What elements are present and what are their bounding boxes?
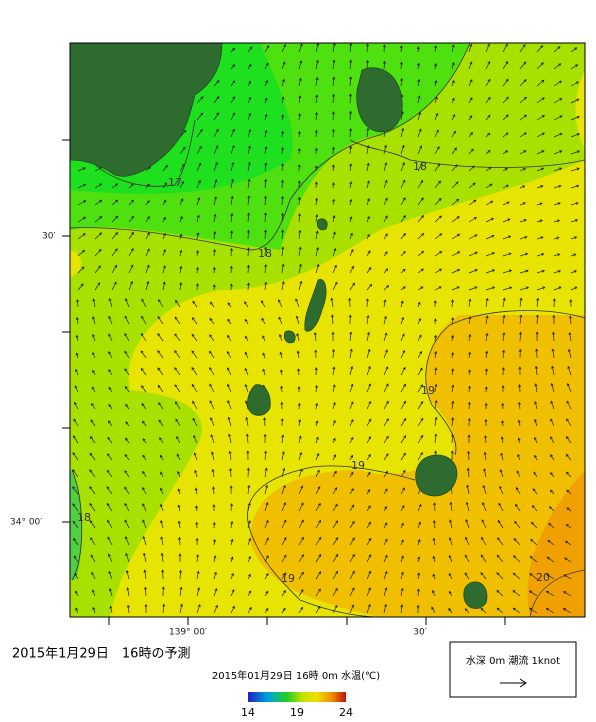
- legend-arrow: [500, 678, 527, 688]
- contour-label: 17: [168, 176, 182, 189]
- contour-label: 19: [351, 459, 365, 472]
- title: 2015年1月29日 16時の予測: [12, 647, 190, 662]
- island: [247, 384, 271, 416]
- colorbar-ticks: 14 19 24: [241, 706, 353, 719]
- lat-label: 34° 00′: [10, 518, 42, 528]
- subtitle: 2015年01月29日 16時 0m 水温(℃): [212, 669, 380, 682]
- colorbar-label: 24: [339, 706, 353, 719]
- lon-label: 139° 00′: [169, 628, 207, 638]
- lat-label: 30′: [42, 232, 56, 242]
- contour-labels: 17 18 18 19 19 19 18 20: [77, 160, 550, 585]
- contour-label: 19: [421, 384, 435, 397]
- lon-label: 30′: [413, 628, 427, 638]
- sea-zone: [527, 470, 585, 617]
- contour-label: 19: [281, 572, 295, 585]
- island: [415, 454, 458, 497]
- contours: [70, 43, 585, 617]
- map-area: 17 18 18 19 19 19 18 20: [70, 43, 585, 617]
- island: [304, 279, 327, 332]
- contour-label: 18: [258, 247, 272, 260]
- sea-zone: [70, 250, 82, 278]
- island: [316, 218, 328, 231]
- contour-label: 18: [77, 511, 91, 524]
- contour-label: 20: [536, 571, 550, 584]
- legend-text: 水深 0m 潮流 1knot: [466, 654, 560, 667]
- island: [283, 330, 296, 344]
- colorbar-label: 14: [241, 706, 255, 719]
- colorbar-label: 19: [290, 706, 304, 719]
- island: [463, 581, 488, 609]
- colorbar: [248, 692, 346, 702]
- contour-label: 18: [413, 160, 427, 173]
- map-frame: [69, 42, 586, 618]
- island: [356, 67, 403, 133]
- sea-zone: [575, 70, 585, 150]
- peninsula: [70, 43, 223, 177]
- ticks: [62, 139, 506, 625]
- legend-box: [449, 641, 577, 698]
- land: [70, 43, 488, 609]
- sea-zone: [250, 315, 585, 617]
